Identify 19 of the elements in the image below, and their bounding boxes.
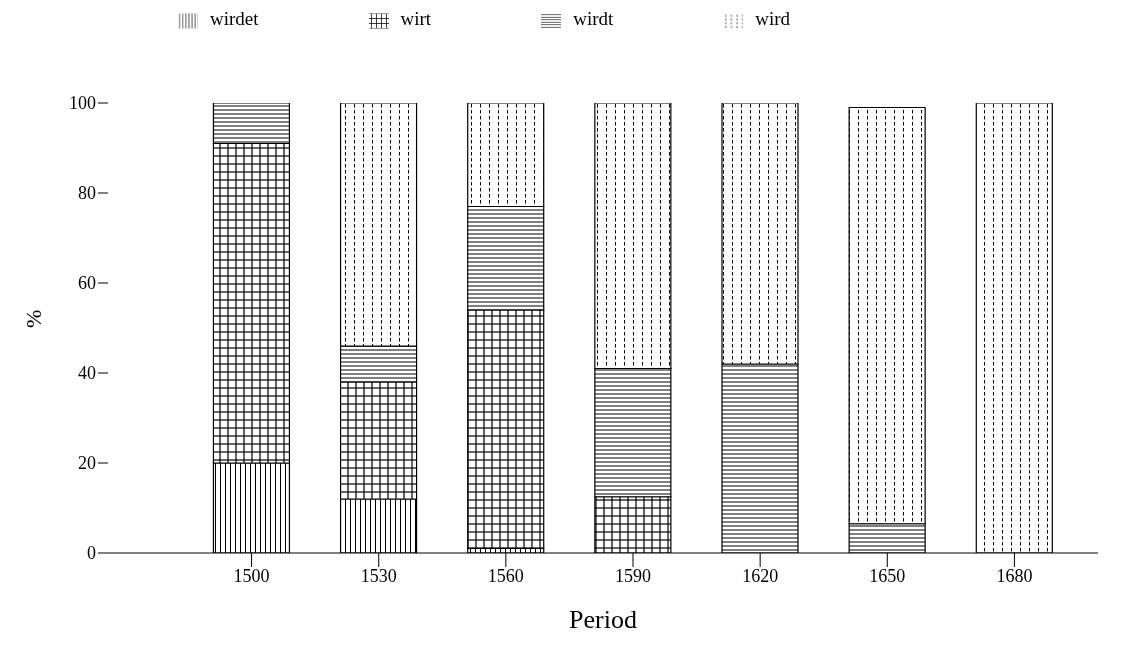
y-tick-label: 20 — [78, 453, 96, 474]
legend-label: wirdt — [573, 8, 614, 29]
x-tick-label: 1590 — [615, 565, 651, 586]
y-axis-title: % — [20, 309, 46, 328]
x-tick-label: 1500 — [233, 565, 270, 586]
legend-label: wird — [755, 8, 791, 29]
x-axis-title: Period — [569, 605, 637, 634]
x-tick-label: 1620 — [742, 565, 779, 586]
x-tick-label: 1650 — [869, 565, 906, 586]
y-tick-label: 0 — [87, 543, 96, 564]
y-tick-label: 100 — [69, 93, 96, 114]
y-tick-label: 80 — [78, 183, 96, 204]
x-tick-label: 1680 — [996, 565, 1033, 586]
y-tick-label: 40 — [78, 363, 96, 384]
x-tick-label: 1530 — [360, 565, 397, 586]
x-tick-label: 1560 — [487, 565, 524, 586]
legend-label: wirt — [400, 8, 432, 29]
y-tick-label: 60 — [78, 273, 96, 294]
legend-label: wirdet — [210, 8, 259, 29]
